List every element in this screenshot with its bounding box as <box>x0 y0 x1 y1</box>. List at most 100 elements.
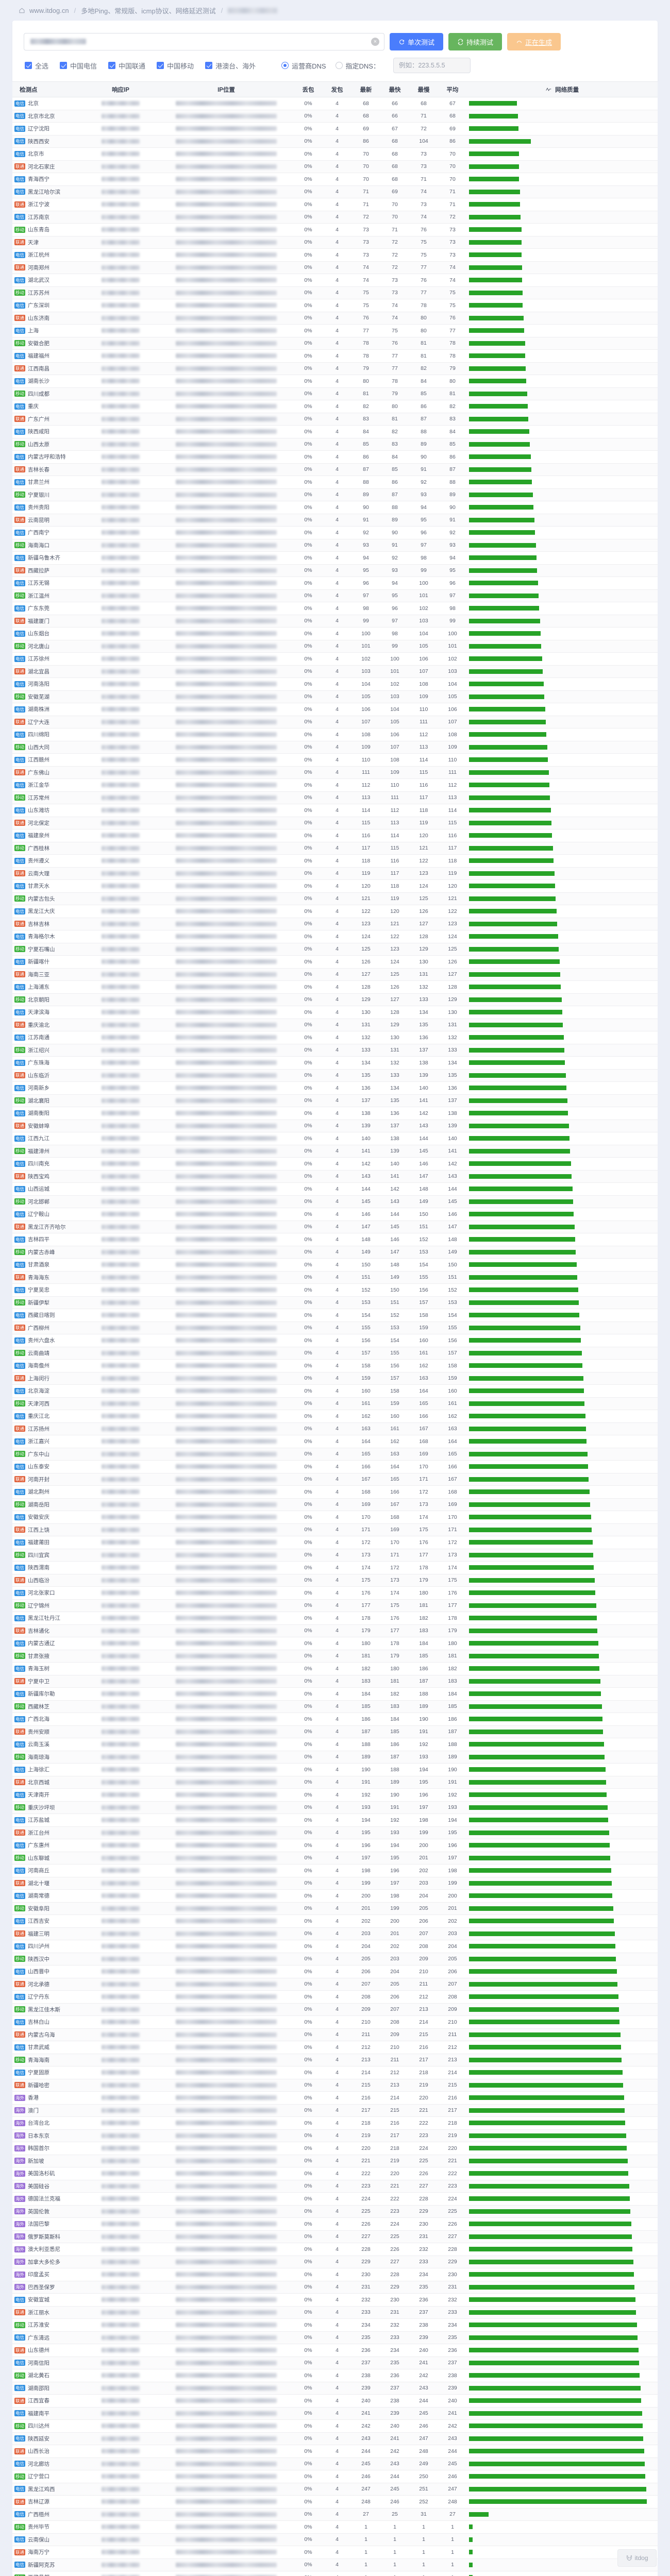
table-row[interactable]: 电信 四川绵阳 0% 4 108 106 112 108 <box>12 728 658 741</box>
col-ip-location[interactable]: IP位置 <box>159 81 294 97</box>
checkbox-mobile[interactable]: 中国移动 <box>157 61 194 71</box>
table-row[interactable]: 联通 宁夏中卫 0% 4 183 181 187 183 <box>12 1675 658 1688</box>
table-row[interactable]: 电信 山东烟台 0% 4 100 98 104 100 <box>12 627 658 640</box>
table-row[interactable]: 移动 江苏苏州 0% 4 75 73 77 75 <box>12 286 658 299</box>
table-row[interactable]: 电信 广东东莞 0% 4 98 96 102 98 <box>12 602 658 615</box>
table-row[interactable]: 电信 四川泸州 0% 4 204 202 208 204 <box>12 1940 658 1953</box>
table-row[interactable]: 电信 贵州遵义 0% 4 118 116 122 118 <box>12 854 658 868</box>
table-row[interactable]: 电信 山东潍坊 0% 4 114 112 118 114 <box>12 804 658 817</box>
table-row[interactable]: 联通 广西柳州 0% 4 155 153 159 155 <box>12 1321 658 1334</box>
table-row[interactable]: 移动 江苏常州 0% 4 113 111 117 113 <box>12 791 658 804</box>
table-row[interactable]: 电信 新疆乌鲁木齐 0% 4 94 92 98 94 <box>12 551 658 565</box>
table-row[interactable]: 电信 贵州六盘水 0% 4 156 154 160 156 <box>12 1334 658 1347</box>
table-row[interactable]: 电信 河南信阳 0% 4 237 235 241 237 <box>12 2357 658 2369</box>
table-row[interactable]: 电信 贵州贵阳 0% 4 90 88 94 90 <box>12 501 658 514</box>
table-row[interactable]: 电信 河北廊坊 0% 4 245 243 249 245 <box>12 2458 658 2470</box>
table-row[interactable]: 电信 辽宁丹东 0% 4 208 206 212 208 <box>12 1990 658 2004</box>
checkbox-select-all[interactable]: 全选 <box>25 61 48 71</box>
table-row[interactable]: 电信 广西梧州 0% 4 27 25 31 27 <box>12 2508 658 2521</box>
table-row[interactable]: 联通 西藏拉萨 0% 4 95 93 99 95 <box>12 564 658 577</box>
table-row[interactable]: 海外 香港 0% 4 216 214 220 216 <box>12 2091 658 2105</box>
table-row[interactable]: 移动 安徽合肥 0% 4 78 76 81 78 <box>12 337 658 350</box>
table-row[interactable]: 联通 海南三亚 0% 4 127 125 131 127 <box>12 968 658 981</box>
table-row[interactable]: 电信 北京海淀 0% 4 160 158 164 160 <box>12 1384 658 1398</box>
table-row[interactable]: 移动 四川成都 0% 4 81 79 85 81 <box>12 387 658 400</box>
table-row[interactable]: 联通 贵州安顺 0% 4 187 185 191 187 <box>12 1725 658 1738</box>
table-row[interactable]: 电信 甘肃天水 0% 4 120 118 124 120 <box>12 879 658 893</box>
table-row[interactable]: 电信 陕西咸阳 0% 4 84 82 88 84 <box>12 425 658 438</box>
table-row[interactable]: 电信 湖南株洲 0% 4 106 104 110 106 <box>12 703 658 716</box>
table-row[interactable]: 联通 天津 0% 4 73 72 75 73 <box>12 236 658 249</box>
table-row[interactable]: 移动 辽宁营口 0% 4 246 244 250 246 <box>12 2470 658 2483</box>
table-row[interactable]: 电信 江苏徐州 0% 4 102 100 106 102 <box>12 652 658 666</box>
table-row[interactable]: 电信 甘肃兰州 0% 4 88 86 92 88 <box>12 476 658 489</box>
breadcrumb-path[interactable]: 多地Ping、常规版、icmp协议、网络延迟测试 <box>81 7 216 15</box>
table-row[interactable]: 移动 海南琼海 0% 4 189 187 193 189 <box>12 1751 658 1764</box>
table-row[interactable]: 电信 湖南衡阳 0% 4 138 136 142 138 <box>12 1107 658 1120</box>
table-row[interactable]: 电信 重庆江北 0% 4 162 160 166 162 <box>12 1410 658 1423</box>
table-row[interactable]: 电信 福建南平 0% 4 241 239 245 241 <box>12 2407 658 2420</box>
table-row[interactable]: 电信 河南新乡 0% 4 136 134 140 136 <box>12 1081 658 1095</box>
checkbox-unicom[interactable]: 中国联通 <box>108 61 145 71</box>
table-row[interactable]: 电信 内蒙古通辽 0% 4 180 178 184 180 <box>12 1637 658 1650</box>
table-row[interactable]: 联通 山东临沂 0% 4 135 133 139 135 <box>12 1069 658 1082</box>
col-sent[interactable]: 发包 <box>323 81 351 97</box>
table-row[interactable]: 联通 河南开封 0% 4 167 165 171 167 <box>12 1473 658 1486</box>
table-row[interactable]: 联通 云南昆明 0% 4 91 89 95 91 <box>12 514 658 527</box>
table-row[interactable]: 海外 印度孟买 0% 4 230 228 234 230 <box>12 2268 658 2281</box>
table-row[interactable]: 电信 河南洛阳 0% 4 104 102 108 104 <box>12 677 658 691</box>
table-row[interactable]: 移动 陕西汉中 0% 4 205 203 209 205 <box>12 1953 658 1965</box>
table-row[interactable]: 联通 吉林吉林 0% 4 123 121 127 123 <box>12 918 658 930</box>
table-row[interactable]: 电信 新疆阿克苏 0% 4 1 1 1 1 <box>12 2558 658 2571</box>
table-row[interactable]: 移动 四川达州 0% 4 242 240 246 242 <box>12 2419 658 2433</box>
table-row[interactable]: 移动 天津河西 0% 4 161 159 165 161 <box>12 1397 658 1410</box>
table-row[interactable]: 移动 辽宁锦州 0% 4 177 175 181 177 <box>12 1599 658 1612</box>
col-last[interactable]: 最新 <box>351 81 380 97</box>
dns-input[interactable] <box>393 58 471 73</box>
table-row[interactable]: 电信 青海格尔木 0% 4 124 122 128 124 <box>12 930 658 943</box>
table-row[interactable]: 电信 海南儋州 0% 4 158 156 162 158 <box>12 1359 658 1372</box>
table-row[interactable]: 联通 山东济南 0% 4 76 74 80 76 <box>12 312 658 325</box>
table-row[interactable]: 电信 青海玉树 0% 4 182 180 186 182 <box>12 1662 658 1675</box>
table-row[interactable]: 联通 福建三明 0% 4 203 201 207 203 <box>12 1927 658 1940</box>
table-row[interactable]: 海外 澳大利亚悉尼 0% 4 228 226 232 228 <box>12 2243 658 2256</box>
breadcrumb-site[interactable]: www.itdog.cn <box>29 6 69 14</box>
table-row[interactable]: 电信 黑龙江哈尔滨 0% 4 71 69 74 71 <box>12 185 658 198</box>
radio-custom-dns[interactable]: 指定DNS： <box>335 61 380 71</box>
col-quality[interactable]: 网络质量 <box>467 81 658 97</box>
table-row[interactable]: 电信 吉林白山 0% 4 210 208 214 210 <box>12 2015 658 2029</box>
table-row[interactable]: 电信 广西北海 0% 4 186 184 190 186 <box>12 1713 658 1726</box>
table-row[interactable]: 联通 内蒙古乌海 0% 4 211 209 215 211 <box>12 2028 658 2041</box>
table-row[interactable]: 联通 河北承德 0% 4 207 205 211 207 <box>12 1978 658 1991</box>
table-row[interactable]: 电信 黑龙江大庆 0% 4 122 120 126 122 <box>12 905 658 918</box>
table-row[interactable]: 电信 湖南常德 0% 4 200 198 204 200 <box>12 1889 658 1903</box>
table-row[interactable]: 电信 安徽宣城 0% 4 232 230 236 232 <box>12 2293 658 2307</box>
table-row[interactable]: 海外 韩国首尔 0% 4 220 218 224 220 <box>12 2142 658 2155</box>
table-row[interactable]: 移动 重庆沙坪坝 0% 4 193 191 197 193 <box>12 1801 658 1814</box>
table-row[interactable]: 电信 上海浦东 0% 4 128 126 132 128 <box>12 980 658 994</box>
table-row[interactable]: 电信 福建泉州 0% 4 116 114 120 116 <box>12 829 658 842</box>
table-row[interactable]: 海外 澳门 0% 4 217 215 221 217 <box>12 2104 658 2117</box>
table-row[interactable]: 移动 安徽阜阳 0% 4 201 199 205 201 <box>12 1902 658 1915</box>
table-row[interactable]: 联通 吉林通化 0% 4 179 177 183 179 <box>12 1624 658 1637</box>
table-row[interactable]: 联通 广东佛山 0% 4 111 109 115 111 <box>12 766 658 779</box>
table-row[interactable]: 海外 法国巴黎 0% 4 226 224 230 226 <box>12 2217 658 2231</box>
table-row[interactable]: 联通 山东德州 0% 4 236 234 240 236 <box>12 2344 658 2357</box>
table-row[interactable]: 电信 辽宁沈阳 0% 4 69 67 72 69 <box>12 122 658 135</box>
table-row[interactable]: 电信 河北张家口 0% 4 176 174 180 176 <box>12 1586 658 1600</box>
table-row[interactable]: 电信 甘肃武威 0% 4 212 210 216 212 <box>12 2041 658 2054</box>
table-row[interactable]: 移动 湖南岳阳 0% 4 169 167 173 169 <box>12 1498 658 1511</box>
generating-button[interactable]: 正在生成 <box>507 33 561 50</box>
table-row[interactable]: 移动 山西太原 0% 4 85 83 89 85 <box>12 438 658 451</box>
table-row[interactable]: 电信 甘肃酒泉 0% 4 150 148 154 150 <box>12 1258 658 1272</box>
table-row[interactable]: 电信 广西南宁 0% 4 92 90 96 92 <box>12 526 658 539</box>
table-row[interactable]: 电信 湖北荆州 0% 4 168 166 172 168 <box>12 1485 658 1499</box>
table-row[interactable]: 电信 天津滨海 0% 4 130 128 134 130 <box>12 1006 658 1019</box>
table-row[interactable]: 电信 安徽安庆 0% 4 170 168 174 170 <box>12 1511 658 1524</box>
table-row[interactable]: 电信 辽宁鞍山 0% 4 146 144 150 146 <box>12 1208 658 1221</box>
table-row[interactable]: 联通 湖北十堰 0% 4 199 197 203 199 <box>12 1877 658 1890</box>
table-row[interactable]: 联通 北京西城 0% 4 191 189 195 191 <box>12 1776 658 1789</box>
table-row[interactable]: 移动 青海海南 0% 4 213 211 217 213 <box>12 2054 658 2066</box>
table-row[interactable]: 电信 宁夏吴忠 0% 4 152 150 156 152 <box>12 1283 658 1297</box>
table-row[interactable]: 电信 浙江金华 0% 4 112 110 116 112 <box>12 778 658 792</box>
